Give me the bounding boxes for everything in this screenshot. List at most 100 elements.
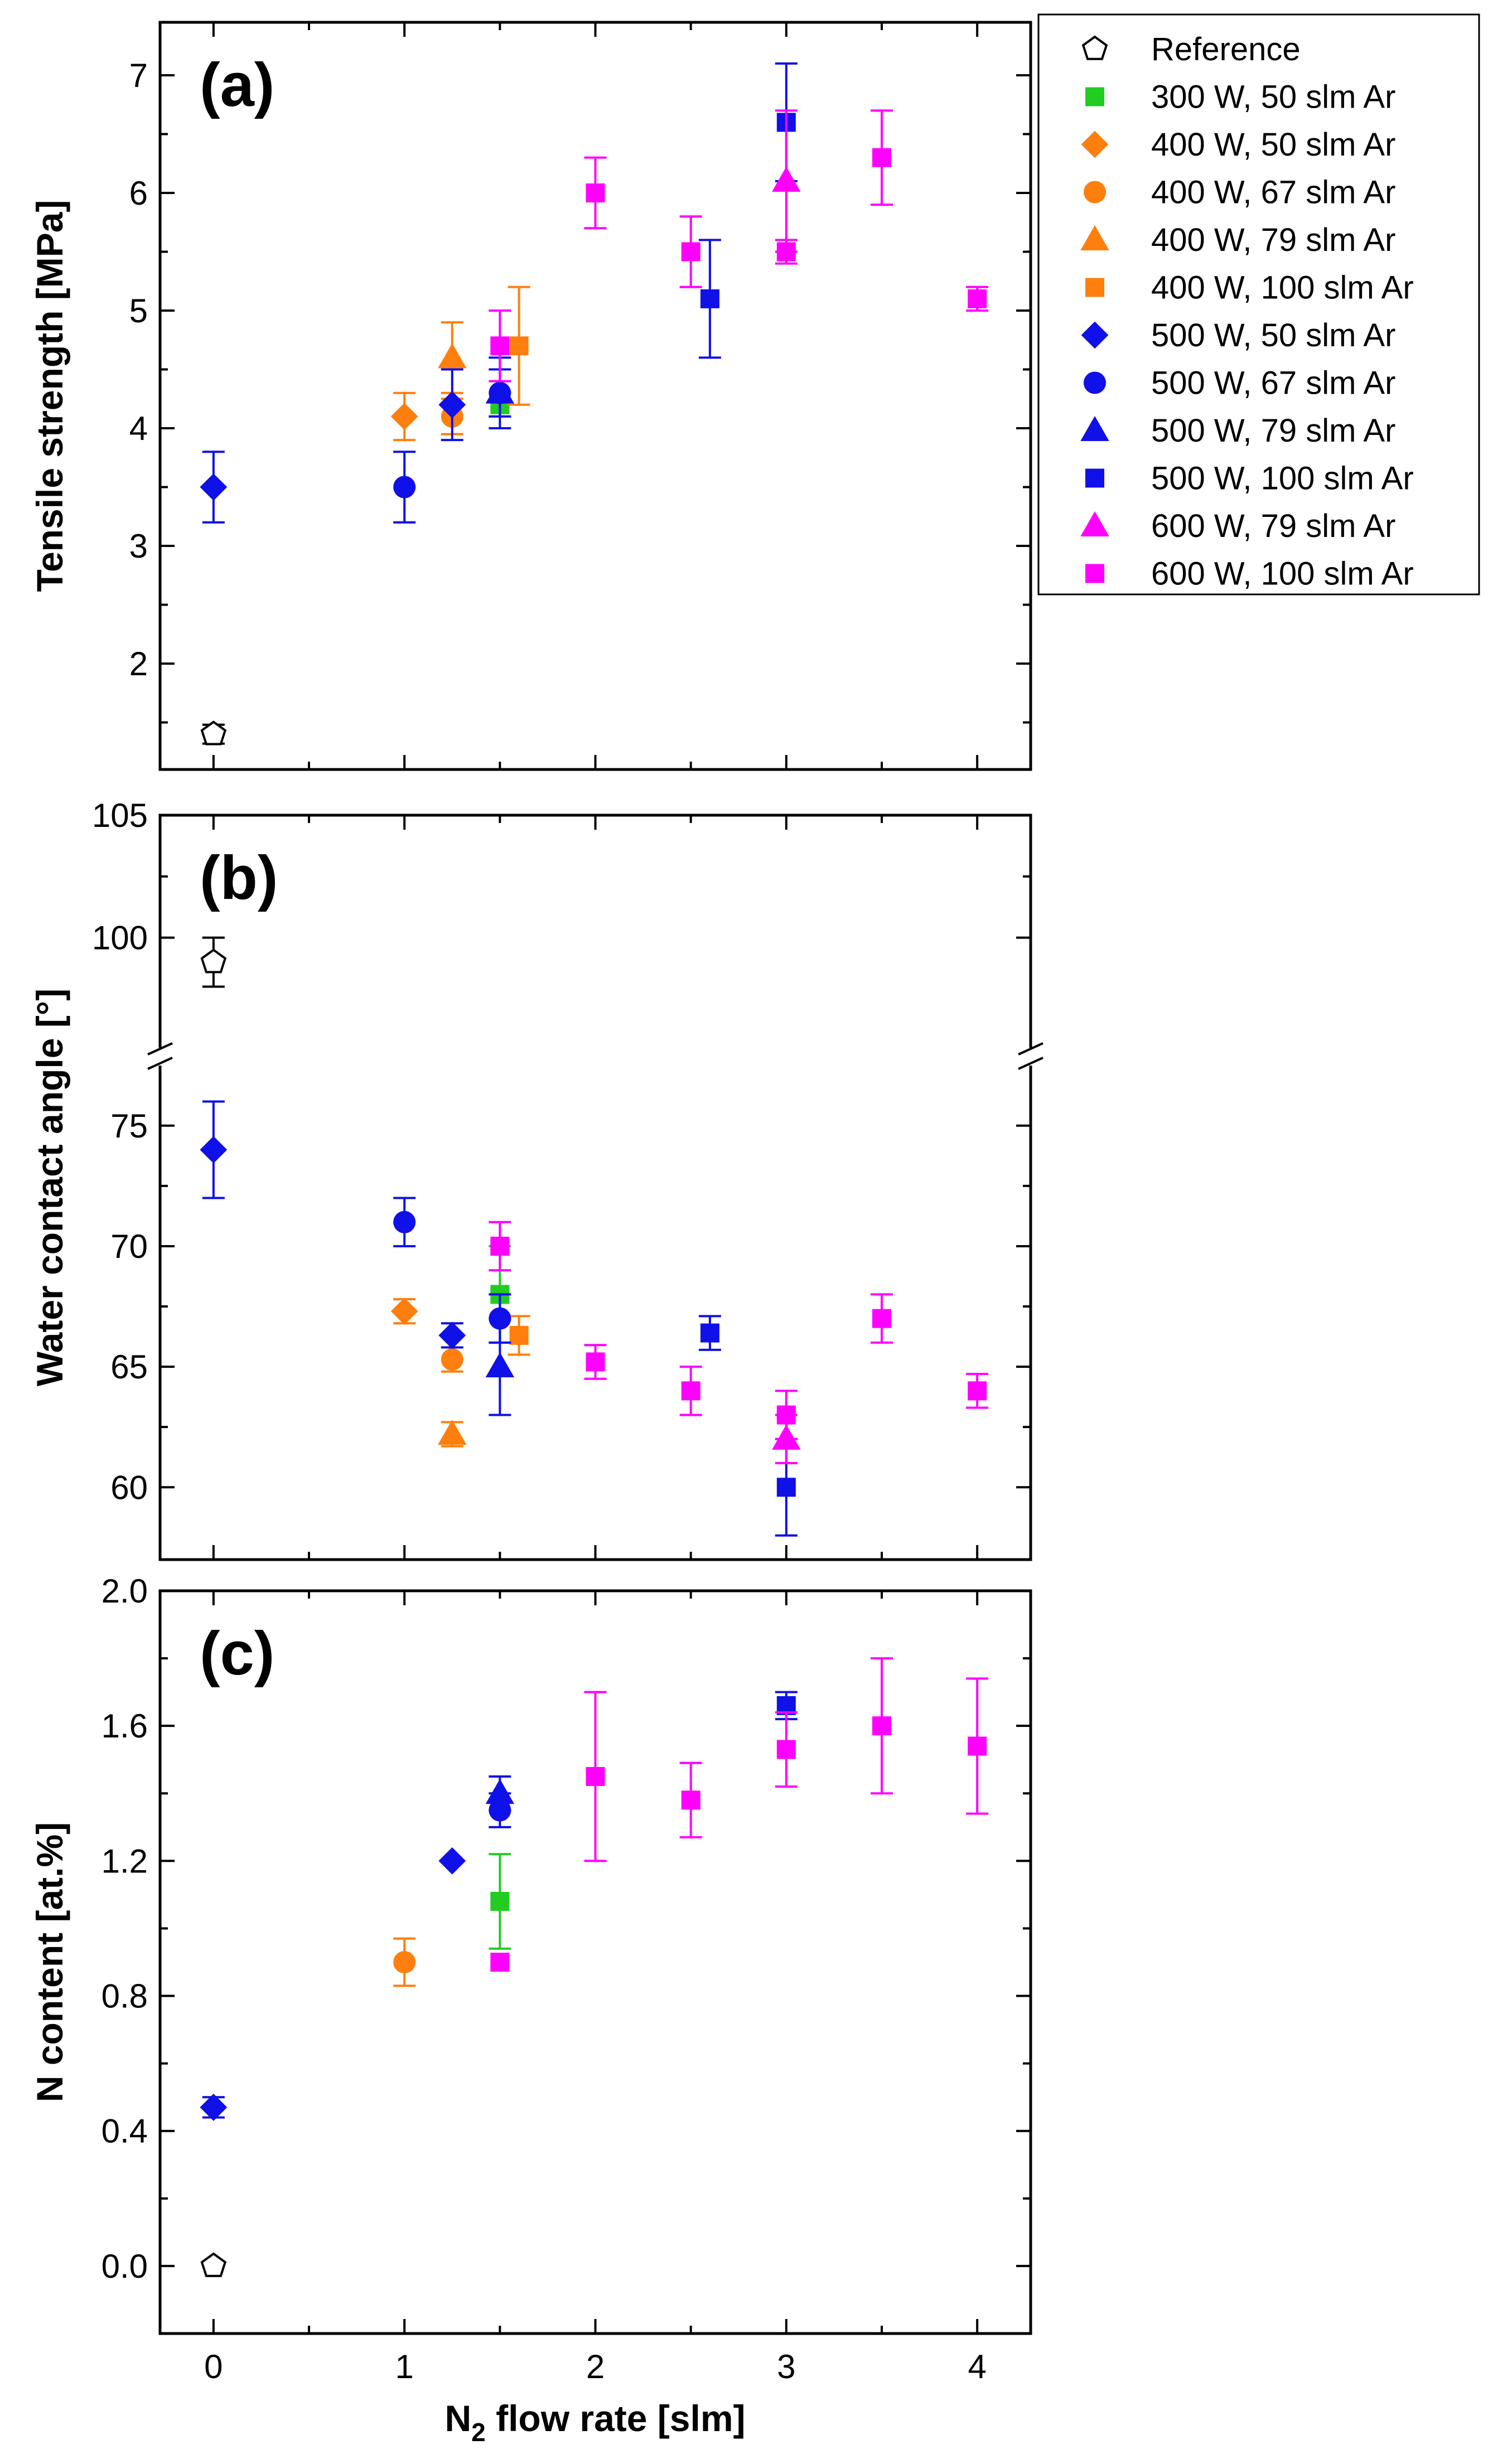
data-point (441, 1348, 463, 1371)
series (489, 109, 989, 383)
data-point (968, 1381, 987, 1401)
data-point (438, 1321, 466, 1349)
y-axis-label: N content [at.%] (29, 1822, 70, 2102)
legend-item: 500 W, 100 slm Ar (1085, 461, 1414, 497)
data-point (485, 378, 515, 404)
data-point (776, 1478, 796, 1497)
x-axis-label-main: N (445, 2398, 471, 2439)
panel-b: 60 65 70 75 100 105 Water contact angle [°] (b) (29, 797, 1043, 1561)
x-axis-label-subscript: 2 (471, 2418, 486, 2447)
x-tick-label: 1 (395, 2348, 413, 2385)
legend-label: 600 W, 79 slm Ar (1151, 508, 1395, 544)
panels: 2 3 4 5 6 7 Tensile strength [MPa] (a) 60 65 70 75 1… (29, 21, 1043, 2385)
series (200, 720, 227, 746)
data-point (485, 1352, 515, 1378)
legend-label: 600 W, 100 slm Ar (1151, 556, 1414, 592)
y-tick-label: 75 (110, 1107, 148, 1145)
x-tick-label: 4 (968, 2348, 986, 2385)
x-tick-label: 3 (777, 2348, 795, 2385)
legend-marker (1081, 35, 1108, 60)
legend-marker (1080, 415, 1109, 441)
series (489, 1221, 989, 1440)
data-point (700, 1323, 719, 1343)
y-tick-label: 1.6 (102, 1707, 148, 1745)
data-point (200, 948, 227, 974)
y-tick-label: 100 (92, 919, 148, 957)
series (393, 1937, 416, 1987)
data-point (438, 391, 466, 419)
data-point (509, 336, 529, 356)
data-point (776, 242, 796, 262)
legend-marker (1084, 371, 1106, 394)
series (490, 1657, 989, 1972)
series (200, 1847, 466, 2121)
legend-label: 400 W, 100 slm Ar (1151, 270, 1414, 306)
y-tick-label: 65 (110, 1348, 148, 1386)
data-point (681, 242, 700, 262)
data-point (586, 183, 605, 202)
data-point (438, 1420, 467, 1445)
series (200, 368, 466, 524)
y-axis-label: Tensile strength [MPa] (29, 200, 70, 592)
legend: Reference 300 W, 50 slm Ar 400 W, 50 slm A… (1037, 13, 1480, 596)
legend-label: 500 W, 50 slm Ar (1151, 317, 1395, 354)
x-axis-label: N2 flow rate [slm] (445, 2398, 745, 2447)
y-tick-label: 70 (110, 1228, 148, 1265)
series (441, 1346, 463, 1373)
series (489, 1853, 511, 1950)
data-point (872, 148, 891, 167)
panel-label: (a) (200, 51, 274, 119)
legend-marker (1085, 564, 1104, 583)
legend-label: 300 W, 50 slm Ar (1151, 79, 1395, 115)
legend-item: 400 W, 67 slm Ar (1084, 175, 1395, 211)
axis-break-mark (147, 1057, 173, 1070)
data-point (200, 1136, 228, 1164)
legend-item: 400 W, 79 slm Ar (1080, 222, 1395, 258)
data-point (586, 1352, 605, 1372)
legend-label: 500 W, 67 slm Ar (1151, 365, 1395, 401)
legend-item: 400 W, 100 slm Ar (1085, 270, 1414, 306)
legend-label: 500 W, 79 slm Ar (1151, 413, 1395, 449)
panel-label: (b) (200, 844, 278, 912)
y-tick-label: 2 (129, 645, 148, 682)
y-tick-label: 5 (129, 292, 148, 330)
data-point (772, 166, 801, 192)
panel-frame (158, 814, 1032, 1561)
axis-break-mark (1018, 1057, 1043, 1070)
series (698, 62, 798, 359)
y-tick-label: 2.0 (102, 1572, 148, 1610)
axis-break-mark (147, 1042, 173, 1056)
panel-a: 2 3 4 5 6 7 Tensile strength [MPa] (a) (29, 21, 1032, 771)
legend-label: Reference (1151, 31, 1301, 67)
series (485, 1775, 515, 1812)
legend-item: Reference (1081, 31, 1301, 67)
data-point (490, 1892, 510, 1911)
y-tick-label: 60 (110, 1469, 148, 1506)
data-point (681, 1381, 700, 1401)
y-axis-label: Water contact angle [°] (29, 989, 70, 1386)
data-point (872, 1716, 891, 1736)
data-point (393, 476, 416, 498)
y-tick-label: 105 (92, 797, 148, 834)
legend-marker (1081, 321, 1109, 349)
legend-label: 400 W, 79 slm Ar (1151, 222, 1395, 258)
legend-marker (1080, 225, 1109, 250)
legend-marker (1084, 181, 1106, 204)
data-point (390, 403, 418, 430)
legend-label: 400 W, 67 slm Ar (1151, 175, 1395, 211)
data-point (200, 2252, 227, 2277)
data-point (393, 1211, 416, 1233)
y-tick-label: 1.2 (102, 1842, 148, 1880)
axis-break (147, 1042, 1043, 1070)
series (485, 1317, 515, 1416)
panel-label: (c) (200, 1619, 274, 1688)
data-point (200, 473, 228, 501)
legend-item: 300 W, 50 slm Ar (1085, 79, 1395, 115)
y-tick-label: 4 (129, 410, 148, 447)
data-point (438, 1847, 466, 1875)
series (200, 2252, 227, 2277)
panel-frame (158, 21, 1032, 771)
legend-label: 400 W, 50 slm Ar (1151, 127, 1395, 163)
x-tick-label: 2 (586, 2348, 605, 2385)
data-point (872, 1309, 891, 1328)
